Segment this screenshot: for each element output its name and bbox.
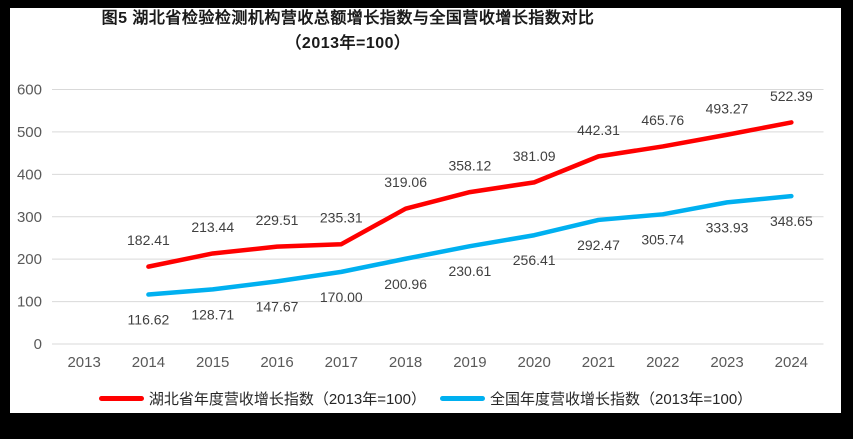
data-label-national: 333.93 xyxy=(706,219,749,235)
data-label-hubei: 493.27 xyxy=(706,100,749,116)
legend: 湖北省年度营收增长指数（2013年=100） 全国年度营收增长指数（2013年=… xyxy=(10,387,841,409)
series-line-hubei xyxy=(146,120,794,269)
y-axis-tick-label: 100 xyxy=(17,294,42,311)
x-axis-tick-label: 2021 xyxy=(582,354,615,371)
data-label-hubei: 213.44 xyxy=(191,219,234,235)
chart-title: 图5 湖北省检验检测机构营收总额增长指数与全国营收增长指数对比 （2013年=1… xyxy=(10,6,686,56)
data-label-national: 116.62 xyxy=(128,312,170,328)
chart-title-line1: 图5 湖北省检验检测机构营收总额增长指数与全国营收增长指数对比 xyxy=(101,10,595,27)
y-axis-tick-label: 200 xyxy=(17,251,42,268)
data-label-national: 128.71 xyxy=(191,306,234,322)
x-axis-tick-label: 2015 xyxy=(196,354,229,371)
x-axis-tick-label: 2018 xyxy=(389,354,422,371)
y-axis-tick-label: 0 xyxy=(34,336,42,353)
data-label-national: 200.96 xyxy=(384,276,427,292)
x-axis-tick-label: 2022 xyxy=(646,354,679,371)
data-label-hubei: 182.41 xyxy=(127,232,170,248)
chart-canvas: 0 100 200 300 400 500 600 2013 2014 2015 2016 2017 2… xyxy=(10,8,841,413)
x-axis-tick-label: 2024 xyxy=(775,354,808,371)
data-label-hubei: 358.12 xyxy=(448,158,491,174)
data-label-national: 256.41 xyxy=(513,252,556,268)
x-axis-tick-label: 2013 xyxy=(67,354,100,371)
plot-area: 0 100 200 300 400 500 600 2013 2014 2015 2016 2017 2… xyxy=(17,82,824,371)
data-label-national: 170.00 xyxy=(320,289,363,305)
data-label-hubei: 381.09 xyxy=(513,148,556,164)
data-label-hubei: 465.76 xyxy=(641,112,684,128)
y-axis-tick-label: 400 xyxy=(17,166,42,183)
series-line-national xyxy=(146,193,794,297)
legend-swatch-national-line xyxy=(440,395,485,401)
x-axis-tick-label: 2016 xyxy=(260,354,293,371)
data-label-national: 230.61 xyxy=(448,263,491,279)
data-label-hubei: 442.31 xyxy=(577,122,620,138)
y-axis-tick-label: 500 xyxy=(17,124,42,141)
data-label-national: 147.67 xyxy=(256,298,299,314)
y-axis-tick-label: 300 xyxy=(17,209,42,226)
x-axis-tick-label: 2023 xyxy=(710,354,743,371)
x-axis-tick-label: 2019 xyxy=(453,354,486,371)
data-label-national: 292.47 xyxy=(577,237,620,253)
legend-label-hubei: 湖北省年度营收增长指数（2013年=100） xyxy=(148,390,426,408)
data-label-hubei: 229.51 xyxy=(256,212,299,228)
legend-swatch-hubei-line xyxy=(98,395,144,401)
data-label-hubei: 319.06 xyxy=(384,174,427,190)
data-label-hubei: 522.39 xyxy=(770,88,813,104)
data-label-national: 348.65 xyxy=(770,213,813,229)
x-axis-tick-label: 2017 xyxy=(325,354,358,371)
data-label-hubei: 235.31 xyxy=(320,210,363,226)
data-label-national: 305.74 xyxy=(641,231,684,247)
y-axis-tick-label: 600 xyxy=(17,82,42,99)
x-axis-tick-label: 2014 xyxy=(132,354,165,371)
legend-label-national: 全国年度营收增长指数（2013年=100） xyxy=(490,390,753,408)
x-axis-tick-label: 2020 xyxy=(518,354,551,371)
chart-title-line2: （2013年=100） xyxy=(285,35,411,52)
